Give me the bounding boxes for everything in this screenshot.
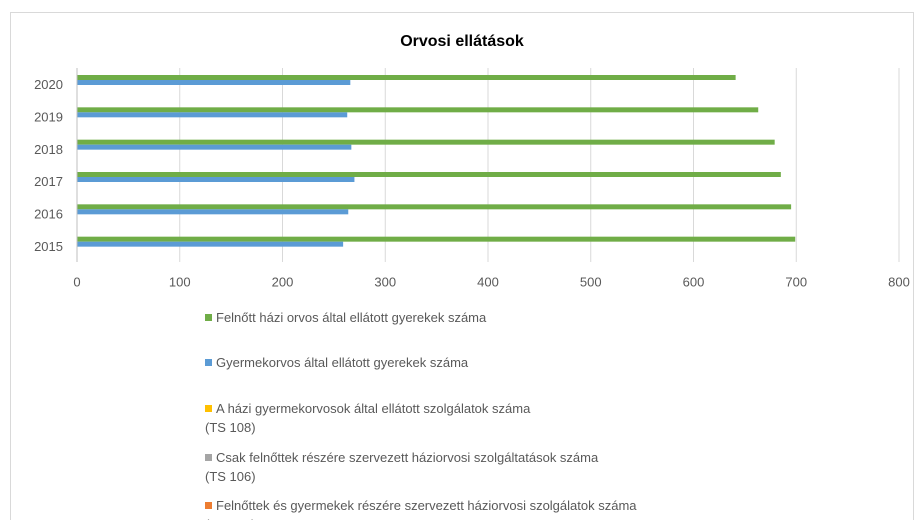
legend-label: Csak felnőttek részére szervezett házior… — [205, 450, 599, 484]
chart-frame — [10, 12, 914, 520]
bar — [77, 177, 355, 182]
legend-item: Felnőttek és gyermekek részére szervezet… — [205, 496, 637, 520]
x-tick-label: 600 — [683, 274, 705, 289]
bar — [77, 139, 775, 145]
legend-label: Felnőtt házi orvos által ellátott gyerek… — [216, 310, 487, 325]
legend-swatch — [205, 314, 212, 321]
y-tick-label: 2016 — [34, 207, 63, 222]
x-tick-label: 0 — [73, 274, 80, 289]
legend-label: Felnőttek és gyermekek részére szervezet… — [205, 498, 637, 520]
bar — [77, 236, 796, 242]
y-tick-label: 2017 — [34, 174, 63, 189]
x-tick-label: 200 — [272, 274, 294, 289]
legend-item: Felnőtt házi orvos által ellátott gyerek… — [205, 308, 486, 327]
x-tick-label: 700 — [785, 274, 807, 289]
legend-swatch — [205, 405, 212, 412]
chart-title: Orvosi ellátások — [400, 33, 524, 50]
legend-label: Gyermekorvos által ellátott gyerekek szá… — [216, 355, 469, 370]
legend-swatch — [205, 359, 212, 366]
y-tick-label: 2020 — [34, 77, 63, 92]
bar — [77, 209, 349, 215]
x-tick-label: 300 — [374, 274, 396, 289]
x-tick-label: 500 — [580, 274, 602, 289]
legend-item: Gyermekorvos által ellátott gyerekek szá… — [205, 353, 468, 372]
legend-label: A házi gyermekorvosok által ellátott szo… — [205, 401, 531, 435]
bar — [77, 241, 344, 247]
bar — [77, 204, 792, 210]
legend-swatch — [205, 454, 212, 461]
x-tick-label: 400 — [477, 274, 499, 289]
x-tick-label: 800 — [888, 274, 910, 289]
bar — [77, 107, 759, 113]
x-tick-label: 100 — [169, 274, 191, 289]
bar — [77, 172, 781, 177]
y-tick-label: 2018 — [34, 142, 63, 157]
bar — [77, 144, 352, 150]
bar — [77, 75, 736, 80]
legend-item: Csak felnőttek részére szervezett házior… — [205, 448, 598, 486]
y-tick-label: 2019 — [34, 110, 63, 125]
legend-item: A házi gyermekorvosok által ellátott szo… — [205, 399, 530, 437]
bar — [77, 80, 351, 85]
legend-swatch — [205, 502, 212, 509]
y-tick-label: 2015 — [34, 239, 63, 254]
bar — [77, 112, 348, 118]
